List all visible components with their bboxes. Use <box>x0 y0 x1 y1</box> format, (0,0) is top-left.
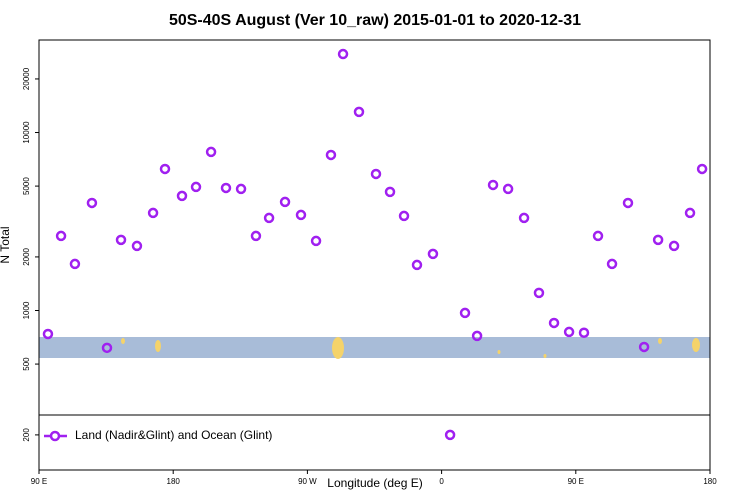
point <box>606 258 618 270</box>
point <box>337 48 349 60</box>
point <box>411 259 423 271</box>
x-tick-label: 0 <box>439 477 444 486</box>
y-axis-label: N Total <box>0 226 12 263</box>
x-tick-label: 180 <box>167 477 181 486</box>
legend-marker <box>49 430 61 442</box>
point <box>131 240 143 252</box>
point <box>263 212 275 224</box>
point <box>190 181 202 193</box>
point <box>115 234 127 246</box>
point <box>696 163 708 175</box>
point <box>220 182 232 194</box>
map-strip <box>39 337 710 359</box>
y-tick-label: 2000 <box>22 247 31 265</box>
y-tick-label: 10000 <box>22 121 31 144</box>
point <box>548 317 560 329</box>
point <box>325 149 337 161</box>
point <box>370 168 382 180</box>
point <box>398 210 410 222</box>
point <box>69 258 81 270</box>
point <box>622 197 634 209</box>
point <box>638 341 650 353</box>
point <box>684 207 696 219</box>
point <box>295 209 307 221</box>
point <box>459 307 471 319</box>
chart-title: 50S-40S August (Ver 10_raw) 2015-01-01 t… <box>169 12 581 29</box>
point <box>101 342 113 354</box>
point <box>42 328 54 340</box>
point <box>55 230 67 242</box>
y-tick-label: 20000 <box>22 67 31 90</box>
point <box>668 240 680 252</box>
point <box>147 207 159 219</box>
point <box>592 230 604 242</box>
y-tick-label: 200 <box>22 428 31 442</box>
legend-label: Land (Nadir&Glint) and Ocean (Glint) <box>75 428 272 442</box>
point <box>487 179 499 191</box>
point <box>533 287 545 299</box>
point <box>563 326 575 338</box>
x-tick-label: 90 E <box>31 477 47 486</box>
y-tick-label: 5000 <box>22 177 31 195</box>
point <box>502 183 514 195</box>
point <box>279 196 291 208</box>
x-tick-label: 180 <box>703 477 717 486</box>
point <box>205 146 217 158</box>
x-tick-label: 90 W <box>298 477 317 486</box>
x-tick-label: 90 E <box>568 477 584 486</box>
point <box>518 212 530 224</box>
x-axis-label: Longitude (deg E) <box>327 476 422 490</box>
plot-frame <box>38 39 711 471</box>
point <box>444 429 456 441</box>
point <box>471 330 483 342</box>
point <box>353 106 365 118</box>
point <box>176 190 188 202</box>
point <box>384 186 396 198</box>
point <box>159 163 171 175</box>
y-tick-label: 500 <box>22 357 31 371</box>
point <box>652 234 664 246</box>
y-tick-label: 1000 <box>22 301 31 319</box>
point <box>578 327 590 338</box>
point <box>310 235 322 247</box>
point <box>250 230 262 242</box>
point <box>427 248 439 260</box>
point <box>235 183 247 195</box>
point <box>86 197 98 209</box>
